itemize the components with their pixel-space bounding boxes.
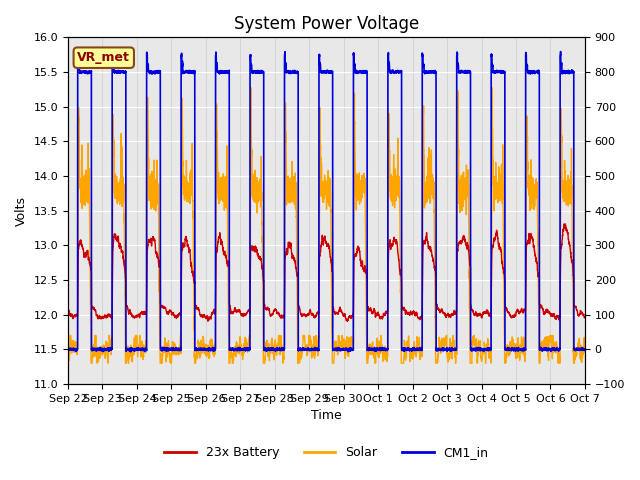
- Line: Solar: Solar: [68, 88, 585, 363]
- X-axis label: Time: Time: [311, 409, 342, 422]
- 23x Battery: [64, 312, 72, 317]
- Solar: [442, 333, 450, 339]
- CM1_in: [581, 347, 589, 352]
- CM1_in: [157, 347, 165, 352]
- 23x Battery: [413, 313, 421, 319]
- Solar: [157, 360, 165, 366]
- Solar: [472, 338, 479, 344]
- Line: CM1_in: CM1_in: [68, 51, 585, 352]
- Y-axis label: Volts: Volts: [15, 196, 28, 226]
- 23x Battery: [442, 313, 450, 319]
- Solar: [247, 85, 255, 91]
- Solar: [581, 346, 589, 352]
- Solar: [87, 360, 95, 366]
- Solar: [580, 343, 588, 348]
- 23x Battery: [307, 311, 315, 316]
- CM1_in: [580, 348, 588, 353]
- CM1_in: [557, 48, 564, 54]
- Solar: [307, 343, 315, 349]
- 23x Battery: [204, 318, 212, 324]
- Title: System Power Voltage: System Power Voltage: [234, 15, 419, 33]
- CM1_in: [442, 347, 450, 352]
- 23x Battery: [580, 315, 588, 321]
- 23x Battery: [561, 221, 569, 227]
- Text: VR_met: VR_met: [77, 51, 130, 64]
- Solar: [64, 343, 72, 349]
- CM1_in: [472, 346, 479, 352]
- Legend: 23x Battery, Solar, CM1_in: 23x Battery, Solar, CM1_in: [159, 442, 493, 465]
- 23x Battery: [581, 314, 589, 320]
- Solar: [413, 345, 421, 350]
- 23x Battery: [157, 302, 164, 308]
- CM1_in: [64, 347, 72, 353]
- CM1_in: [413, 346, 421, 352]
- 23x Battery: [472, 310, 479, 316]
- CM1_in: [307, 348, 315, 354]
- Line: 23x Battery: 23x Battery: [68, 224, 585, 321]
- CM1_in: [127, 349, 134, 355]
